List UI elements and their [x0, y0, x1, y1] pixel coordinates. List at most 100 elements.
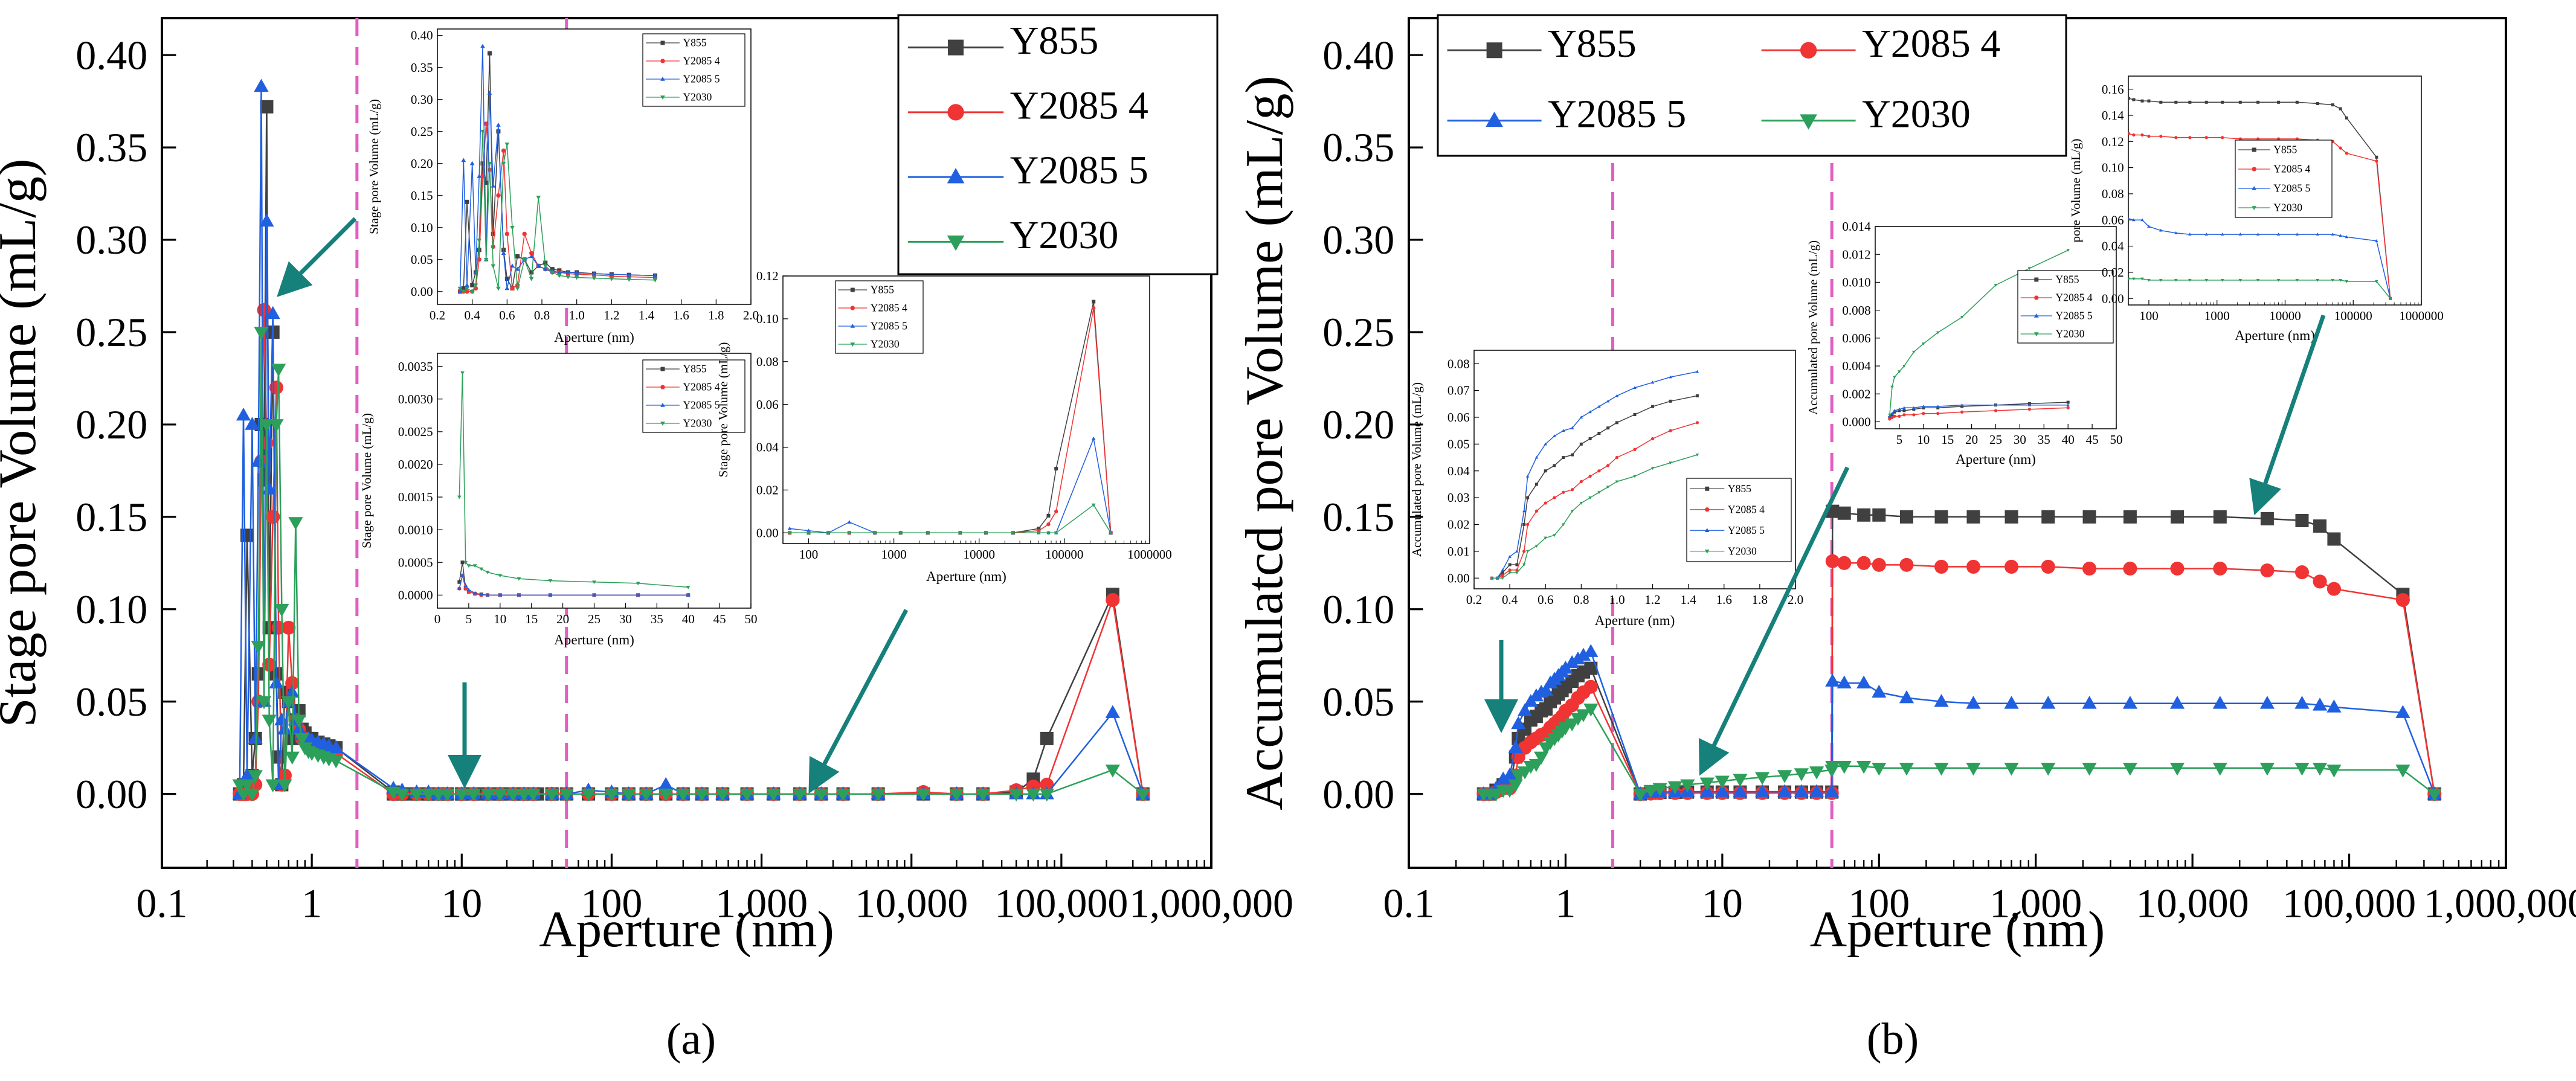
y-axis-title: Stage pore Volume (mL/g) — [367, 99, 381, 234]
y-tick-label: 0.06 — [756, 397, 779, 412]
y-tick-label: 0.012 — [1842, 247, 1870, 261]
data-point-y2030 — [2256, 278, 2260, 282]
data-point-y855 — [1912, 408, 1916, 411]
data-point-y855 — [2082, 510, 2096, 524]
data-point-y2085-5 — [556, 269, 562, 274]
data-point-y2085-5 — [1105, 705, 1120, 718]
data-point-y2030 — [626, 277, 632, 282]
y-tick-label: 0.05 — [1447, 437, 1470, 451]
data-point-y2085-4 — [1092, 306, 1096, 310]
data-point-y855 — [1508, 563, 1512, 566]
y-tick-label: 0.12 — [2102, 134, 2124, 149]
data-point-y2085-5 — [2259, 696, 2275, 709]
data-point-y855 — [2174, 100, 2178, 104]
data-point-y2030 — [259, 419, 274, 432]
legend-marker-y2030 — [660, 95, 665, 100]
data-point-y2085-4 — [2260, 563, 2275, 578]
x-tick-label: 10 — [1702, 881, 1743, 926]
data-point-y2085-4 — [1650, 437, 1655, 441]
data-point-y2030 — [1135, 788, 1150, 802]
x-axis-title: Aperture (nm) — [554, 329, 634, 345]
x-tick-label: 0.8 — [534, 308, 550, 322]
data-point-y855 — [1615, 421, 1618, 425]
data-point-y2085-5 — [548, 592, 553, 597]
x-axis-title: Aperture (nm) — [539, 901, 834, 958]
data-point-y2030 — [556, 274, 562, 278]
data-point-y2030 — [871, 788, 886, 802]
data-point-y2030 — [976, 788, 991, 802]
legend-a_inset_macro: Y855 Y2085 4 Y2085 5 Y2030 — [835, 280, 924, 354]
legend-marker-y2085-5 — [2252, 185, 2257, 190]
data-point-y2030 — [2140, 277, 2144, 281]
x-tick-label: 10000 — [2269, 309, 2301, 323]
data-point-y2030 — [2169, 763, 2185, 776]
data-point-y2030 — [1633, 475, 1637, 478]
y-axis-title: pore Volume (mL/g) — [2069, 139, 2083, 243]
y-tick-label: 0.008 — [1842, 303, 1870, 318]
data-point-y2030 — [591, 276, 597, 281]
data-point-y2085-5 — [2256, 233, 2260, 236]
data-point-y855 — [1515, 563, 1519, 566]
chart-b_inset_meso: 5 10 15 20 25 30 35 40 45 50 0.000 0.002 0.004 0.006 0… — [1806, 219, 2123, 467]
data-point-y2030 — [1525, 550, 1530, 553]
data-point-y2030 — [265, 779, 280, 793]
data-point-y2085-4 — [2326, 582, 2341, 596]
data-point-y2085-4 — [1562, 490, 1565, 494]
data-point-y2030 — [504, 143, 510, 147]
y-tick-label: 0.00 — [2102, 291, 2124, 306]
data-point-y855 — [1633, 413, 1637, 417]
legend-box — [642, 359, 745, 433]
data-point-y2085-5 — [1570, 426, 1574, 429]
data-point-y2030 — [256, 696, 272, 710]
x-tick-label: 1,000,000 — [1129, 881, 1293, 926]
legend-marker-y2085-5 — [850, 323, 855, 328]
data-point-y855 — [2221, 100, 2224, 104]
legend-b_inset_meso: Y855 Y2085 4 Y2085 5 Y2030 — [2017, 270, 2114, 344]
data-point-y2030 — [506, 788, 521, 802]
data-point-y2085-4 — [1695, 421, 1699, 425]
data-point-y2085-5 — [1825, 673, 1840, 687]
data-point-y2030 — [949, 788, 964, 802]
data-point-y2030 — [251, 641, 266, 654]
data-point-y2030 — [2027, 267, 2032, 271]
data-point-y2030 — [1570, 510, 1574, 513]
data-point-y2030 — [510, 225, 515, 230]
y-tick-label: 0.05 — [1322, 679, 1394, 725]
y-tick-label: 0.0020 — [398, 457, 433, 472]
series-group — [1490, 370, 1699, 580]
x-tick-label: 1.0 — [1609, 592, 1624, 607]
data-point-y2030 — [2238, 278, 2243, 282]
data-point-y2030 — [2159, 278, 2163, 282]
legend-label-y2030: Y2030 — [683, 417, 712, 429]
legend-marker-y2085-4 — [660, 385, 665, 390]
data-point-y2085-5 — [274, 712, 289, 726]
legend-label-y2030: Y2030 — [2273, 202, 2302, 214]
y-tick-label: 0.35 — [1322, 124, 1394, 170]
data-point-y2030 — [1508, 571, 1512, 575]
data-point-y2085-5 — [265, 306, 280, 319]
data-point-y2085-4 — [1501, 574, 1504, 577]
data-point-y2085-5 — [1699, 784, 1715, 797]
legend-label-y2085-4: Y2085 4 — [871, 302, 907, 314]
legend-marker-y855 — [2252, 147, 2256, 152]
data-point-y2085-5 — [460, 573, 465, 577]
x-tick-label: 25 — [1989, 432, 2002, 447]
x-tick-label: 0.1 — [137, 881, 188, 926]
data-point-y2085-4 — [2082, 561, 2097, 576]
annotation-arrow — [1698, 466, 1850, 776]
data-point-y2030 — [1994, 284, 1998, 287]
data-point-y2085-4 — [1526, 522, 1530, 527]
data-point-y2085-5 — [1517, 703, 1533, 716]
data-point-y2085-4 — [1856, 556, 1871, 570]
data-point-y2030 — [536, 196, 541, 200]
data-point-y2030 — [1652, 783, 1667, 797]
data-point-y2085-5 — [1515, 549, 1519, 553]
data-point-y855 — [1902, 409, 1906, 412]
x-axis-title: Aperture (nm) — [1810, 901, 2105, 958]
y-tick-label: 0.02 — [756, 483, 779, 498]
x-tick-label: 0.2 — [1466, 592, 1482, 607]
data-point-y855 — [2140, 99, 2144, 103]
y-tick-label: 0.10 — [76, 586, 147, 632]
data-point-y2085-5 — [1994, 403, 1998, 406]
legend-label-y2085-5: Y2085 5 — [1010, 149, 1148, 193]
